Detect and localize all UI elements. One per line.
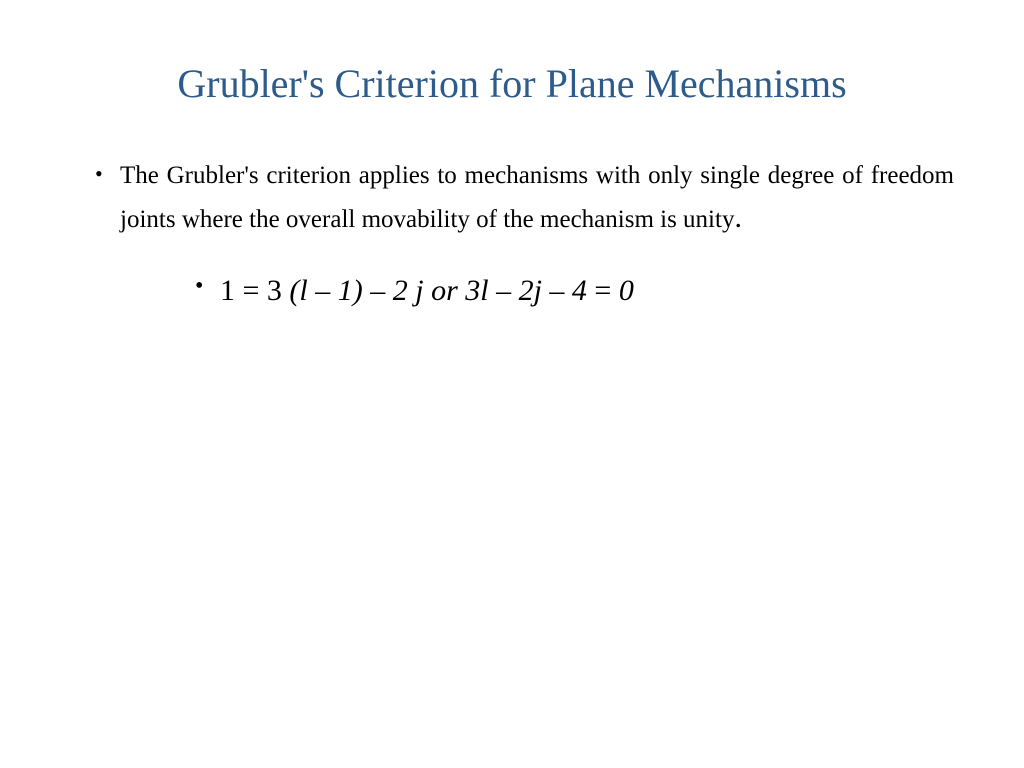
bullet-1-text-suffix: . [734,201,742,234]
bullet-item-1: The Grubler's criterion applies to mecha… [90,157,954,312]
bullet-list-level-1: The Grubler's criterion applies to mecha… [90,157,954,312]
bullet-1-text-prefix: The Grubler's criterion applies to mecha… [120,162,954,233]
formula-italic2: 0 [619,274,634,307]
slide-container: Grubler's Criterion for Plane Mechanisms… [0,0,1024,768]
formula-italic1: (l – 1) – 2 j or 3l – 2j – 4 [289,274,594,307]
bullet-item-2: 1 = 3 (l – 1) – 2 j or 3l – 2j – 4 = 0 [190,270,954,312]
slide-title: Grubler's Criterion for Plane Mechanisms [70,60,954,107]
bullet-list-level-2: 1 = 3 (l – 1) – 2 j or 3l – 2j – 4 = 0 [190,270,954,312]
formula-part2: = [594,274,618,307]
slide-content: The Grubler's criterion applies to mecha… [70,157,954,312]
formula-part1: 1 = 3 [220,274,289,307]
